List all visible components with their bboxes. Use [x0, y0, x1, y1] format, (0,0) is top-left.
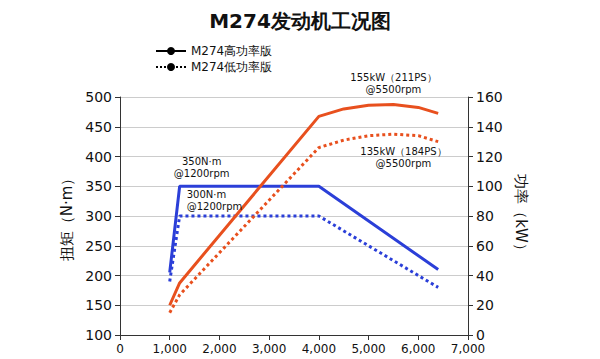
svg-text:120: 120 — [476, 149, 503, 165]
svg-text:40: 40 — [476, 268, 494, 284]
svg-text:135kW（184PS）: 135kW（184PS） — [360, 146, 446, 157]
svg-text:100: 100 — [85, 327, 112, 343]
svg-text:0: 0 — [116, 342, 124, 356]
svg-text:20: 20 — [476, 297, 494, 313]
svg-text:150: 150 — [85, 297, 112, 313]
svg-text:200: 200 — [85, 268, 112, 284]
svg-text:350: 350 — [85, 178, 112, 194]
svg-text:140: 140 — [476, 119, 503, 135]
svg-text:@5500rpm: @5500rpm — [376, 158, 432, 169]
svg-text:60: 60 — [476, 238, 494, 254]
svg-text:80: 80 — [476, 208, 494, 224]
svg-text:M274发动机工况图: M274发动机工况图 — [209, 9, 391, 33]
svg-text:M274高功率版: M274高功率版 — [191, 44, 272, 58]
svg-text:5,000: 5,000 — [351, 342, 385, 356]
svg-text:250: 250 — [85, 238, 112, 254]
svg-text:扭矩（N·m）: 扭矩（N·m） — [58, 171, 76, 262]
svg-text:300: 300 — [85, 208, 112, 224]
svg-text:M274低功率版: M274低功率版 — [191, 60, 272, 74]
svg-text:450: 450 — [85, 119, 112, 135]
svg-text:0: 0 — [476, 327, 485, 343]
svg-text:@1200rpm: @1200rpm — [174, 168, 230, 179]
svg-text:6,000: 6,000 — [401, 342, 435, 356]
svg-text:功率（kW）: 功率（kW） — [512, 174, 530, 258]
svg-text:155kW（211PS）: 155kW（211PS） — [350, 72, 436, 83]
svg-text:160: 160 — [476, 89, 503, 105]
svg-text:2,000: 2,000 — [202, 342, 236, 356]
svg-text:@5500rpm: @5500rpm — [366, 84, 422, 95]
svg-text:400: 400 — [85, 149, 112, 165]
svg-text:350N·m: 350N·m — [182, 156, 222, 167]
svg-text:4,000: 4,000 — [302, 342, 336, 356]
svg-text:7,000: 7,000 — [451, 342, 485, 356]
svg-text:500: 500 — [85, 89, 112, 105]
svg-text:3,000: 3,000 — [252, 342, 286, 356]
svg-text:1,000: 1,000 — [153, 342, 187, 356]
svg-text:100: 100 — [476, 178, 503, 194]
svg-text:300N·m: 300N·m — [187, 189, 227, 200]
svg-text:@1200rpm: @1200rpm — [187, 201, 243, 212]
